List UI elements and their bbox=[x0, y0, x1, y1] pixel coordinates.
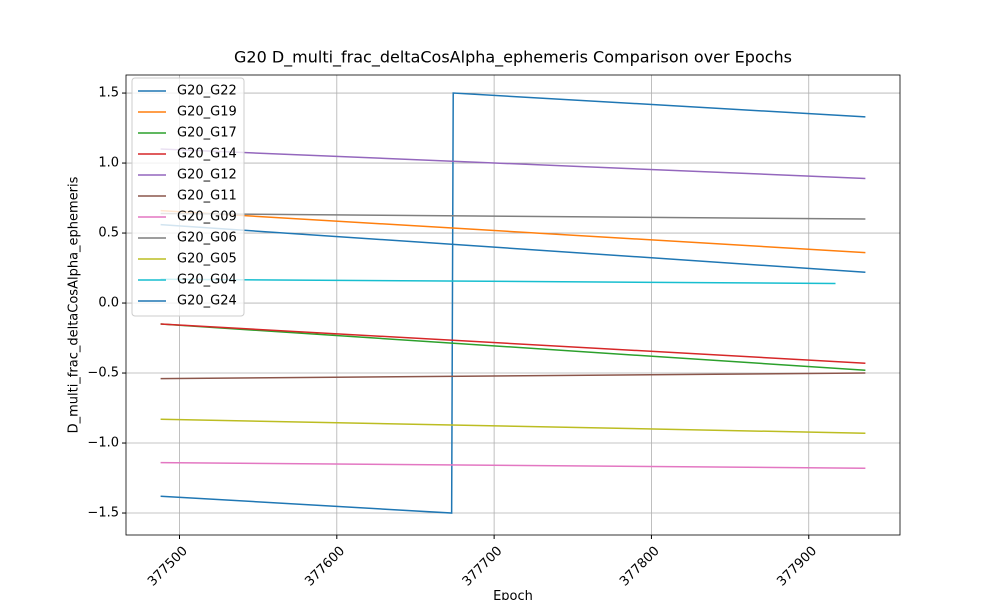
x-tick-label: 377800 bbox=[617, 544, 663, 590]
legend-label: G20_G14 bbox=[177, 147, 237, 162]
x-tick-label: 377900 bbox=[774, 544, 820, 590]
line bbox=[160, 209, 866, 254]
y-tick-label: 0.0 bbox=[98, 296, 119, 311]
x-tick-label: 377500 bbox=[145, 544, 191, 590]
legend-label: G20_G09 bbox=[177, 210, 237, 225]
y-axis-label: D_multi_frac_deltaCosAlpha_ephemeris bbox=[67, 176, 82, 433]
y-tick-label: −1.5 bbox=[87, 506, 119, 521]
chart-title: G20 D_multi_frac_deltaCosAlpha_ephemeris… bbox=[234, 48, 792, 68]
legend-label: G20_G06 bbox=[177, 231, 237, 246]
line bbox=[160, 212, 866, 220]
legend-label: G20_G12 bbox=[177, 168, 237, 183]
y-tick-label: 0.5 bbox=[98, 226, 119, 241]
legend-label: G20_G05 bbox=[177, 252, 237, 267]
y-tick-label: 1.5 bbox=[98, 86, 119, 101]
legend-label: G20_G11 bbox=[177, 189, 237, 204]
line bbox=[160, 418, 866, 434]
x-tick-label: 377600 bbox=[302, 544, 348, 590]
y-tick-label: 1.0 bbox=[98, 156, 119, 171]
line bbox=[160, 148, 866, 180]
line bbox=[160, 372, 866, 380]
legend-box bbox=[131, 77, 245, 317]
line bbox=[160, 278, 836, 285]
line bbox=[160, 92, 866, 514]
line bbox=[160, 323, 866, 371]
x-tick-label: 377700 bbox=[460, 544, 506, 590]
line bbox=[160, 461, 866, 469]
y-tick-label: −0.5 bbox=[87, 366, 119, 381]
legend-label: G20_G17 bbox=[177, 126, 237, 141]
legend-label: G20_G04 bbox=[177, 273, 237, 288]
y-tick-label: −1.0 bbox=[87, 436, 119, 451]
x-axis-label: Epoch bbox=[493, 589, 533, 600]
line bbox=[160, 223, 866, 273]
legend-label: G20_G19 bbox=[177, 105, 237, 120]
legend-label: G20_G22 bbox=[177, 84, 237, 99]
plot-frame bbox=[125, 74, 901, 536]
legend: G20_G22 G20_G19 G20_G17 G20_G14 G20_G12 G20_G… bbox=[131, 77, 245, 317]
legend-label: G20_G24 bbox=[177, 294, 237, 309]
line bbox=[160, 323, 866, 364]
